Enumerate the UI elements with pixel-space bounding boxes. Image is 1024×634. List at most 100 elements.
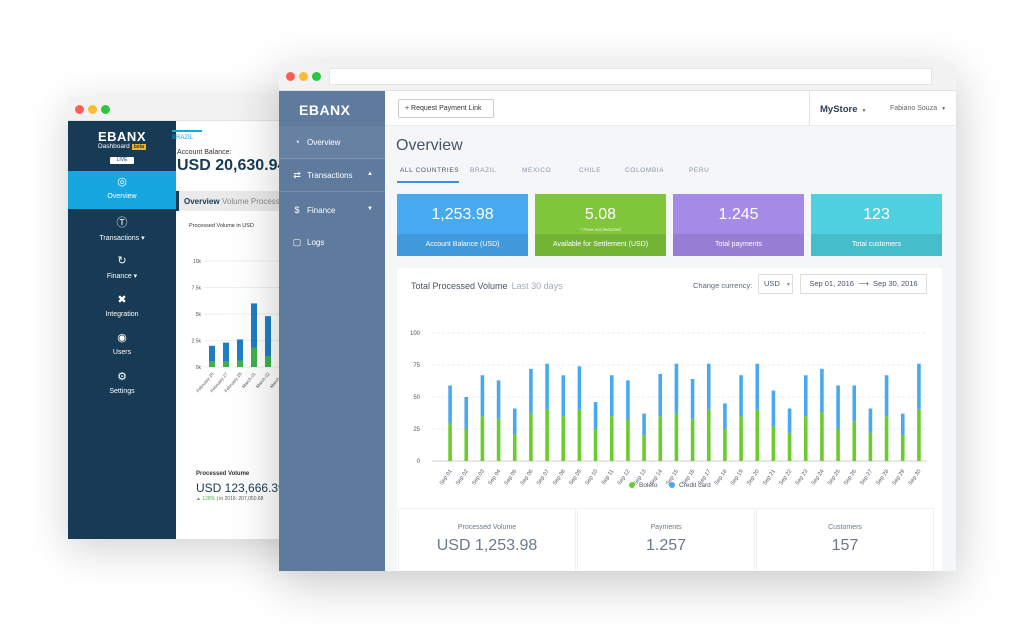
stat-customers: Customers 157: [756, 508, 934, 571]
minimize-dot[interactable]: [299, 72, 308, 81]
stat-label: Processed Volume: [457, 524, 517, 531]
back-nav-overview[interactable]: ◎ Overview: [68, 171, 176, 209]
tools-icon: ✖: [117, 294, 127, 306]
maximize-dot[interactable]: [312, 72, 321, 81]
live-badge[interactable]: LIVE: [110, 157, 134, 164]
back-nav-label: Settings: [109, 388, 135, 395]
active-tab-indicator: [397, 181, 459, 183]
sidebar-item-transactions[interactable]: ⇄ Transactions ▲: [279, 159, 385, 192]
currency-select[interactable]: USD ▼: [758, 274, 793, 294]
sidebar-item-label: Overview: [307, 138, 341, 147]
tab-all-countries[interactable]: ALL COUNTRIES: [400, 167, 460, 174]
mini-bar-green: [251, 347, 257, 367]
date-range-picker[interactable]: Sep 01, 2016 ⟶ Sep 30, 2016: [800, 274, 927, 294]
bar-credit-card: [820, 368, 824, 413]
card-available-settlement[interactable]: 5.08 * Fees not deducted Available for S…: [535, 194, 666, 256]
back-chart-title: Processed Volume in USD: [189, 223, 254, 229]
chevron-down-icon: ▼: [367, 206, 373, 212]
x-tick-label: Sep 24: [811, 469, 826, 487]
card-account-balance[interactable]: 1,253.98 Account Balance (USD): [397, 194, 528, 256]
close-dot[interactable]: [286, 72, 295, 81]
x-tick-label: Sep 07: [536, 469, 551, 487]
bar-credit-card: [658, 373, 663, 417]
minimize-dot[interactable]: [88, 105, 97, 114]
bar-boleto: [868, 432, 873, 461]
sidebar-item-logs[interactable]: ▢ Logs: [279, 226, 385, 259]
x-tick-label: Sep 02: [455, 469, 470, 487]
change-note: | in 2016: 207,050.68: [216, 496, 264, 502]
x-tick-label: Sep 05: [503, 469, 518, 487]
sidebar-item-label: Logs: [307, 238, 325, 247]
sidebar-item-finance[interactable]: $ Finance ▼: [279, 194, 385, 227]
x-tick-label: Sep 20: [746, 469, 761, 487]
bar-credit-card: [836, 385, 840, 429]
user-name: Fabiano Souza: [890, 105, 938, 112]
x-tick-label: Sep 22: [778, 469, 793, 487]
bar-credit-card: [448, 385, 452, 423]
back-nav-integration[interactable]: ✖ Integration: [68, 294, 176, 318]
user-menu[interactable]: Fabiano Souza ▼: [890, 105, 946, 112]
sidebar-item-overview[interactable]: ◔ Overview: [279, 126, 385, 159]
mini-y-tick: 2.5k: [192, 339, 202, 345]
dollar-circle-icon: Ⓣ: [116, 217, 128, 229]
bar-boleto: [593, 429, 598, 461]
tab-peru[interactable]: PERU: [689, 167, 710, 174]
ebanx-logo[interactable]: EBANX: [299, 102, 351, 118]
tab-chile[interactable]: CHILE: [579, 167, 602, 174]
bar-boleto: [674, 413, 679, 461]
close-dot[interactable]: [75, 105, 84, 114]
x-tick-label: Sep 03: [471, 469, 486, 487]
back-title-bar: [68, 97, 310, 121]
chevron-down-icon: ▼: [861, 108, 867, 114]
back-logo[interactable]: EBANX: [97, 129, 146, 144]
back-nav-finance[interactable]: ↻ Finance ▾: [68, 255, 176, 280]
legend-label: Boleto: [639, 482, 658, 489]
maximize-dot[interactable]: [101, 105, 110, 114]
bar-boleto: [820, 412, 824, 461]
stat-label: Customers: [828, 524, 862, 531]
mini-bar-blue: [223, 342, 229, 362]
mini-y-tick: 0k: [196, 365, 202, 371]
back-nav-transactions[interactable]: Ⓣ Transactions ▾: [68, 217, 176, 242]
bar-credit-card: [529, 368, 533, 414]
back-tab-overview[interactable]: Overview: [184, 197, 220, 206]
back-processed-volume-label: Processed Volume: [196, 471, 250, 477]
transfer-icon: ⇄: [293, 170, 301, 180]
card-total-payments[interactable]: 1.245 Total payments: [673, 194, 804, 256]
tab-mexico[interactable]: MEXICO: [522, 167, 552, 174]
tab-colombia[interactable]: COLOMBIA: [625, 167, 665, 174]
back-tab-volume[interactable]: Volume Process: [222, 197, 280, 206]
request-payment-link-button[interactable]: + Request Payment Link: [398, 99, 494, 118]
back-nav-settings[interactable]: ⚙ Settings: [68, 371, 176, 395]
bar-boleto: [739, 416, 743, 461]
bar-boleto: [448, 422, 452, 461]
back-tab-brazil[interactable]: BRAZIL: [172, 130, 202, 141]
bar-boleto: [626, 420, 630, 461]
y-tick-label: 75: [413, 363, 420, 369]
back-nav-users[interactable]: ◉ Users: [68, 332, 176, 356]
tab-brazil[interactable]: BRAZIL: [470, 167, 497, 174]
bar-credit-card: [561, 375, 566, 417]
url-bar[interactable]: [329, 68, 932, 85]
legend-boleto[interactable]: Boleto: [629, 482, 657, 489]
card-label: Total customers: [811, 234, 942, 256]
change-badge: ▲ 128%: [196, 496, 216, 502]
card-total-customers[interactable]: 123 Total customers: [811, 194, 942, 256]
back-nav-label: Integration: [105, 311, 139, 318]
back-nav-label: Finance ▾: [106, 273, 138, 280]
chevron-up-icon: ▲: [367, 171, 373, 177]
bar-credit-card: [593, 402, 598, 429]
x-tick-label: Sep 01: [439, 469, 454, 487]
x-tick-label: Sep 09: [568, 469, 583, 487]
x-tick-label: Sep 26: [843, 469, 858, 487]
stat-value: 157: [831, 537, 859, 554]
bar-credit-card: [626, 380, 630, 421]
x-tick-label: Sep 25: [827, 469, 842, 487]
x-tick-label: Sep 04: [487, 469, 502, 487]
bar-boleto: [755, 409, 760, 461]
legend-credit-card[interactable]: Credit card: [669, 482, 711, 489]
store-selector[interactable]: MyStore ▼: [820, 104, 866, 115]
bar-credit-card: [609, 375, 614, 417]
back-processed-volume: USD 123,666.39: [196, 481, 285, 495]
card-value: 123: [863, 206, 890, 223]
